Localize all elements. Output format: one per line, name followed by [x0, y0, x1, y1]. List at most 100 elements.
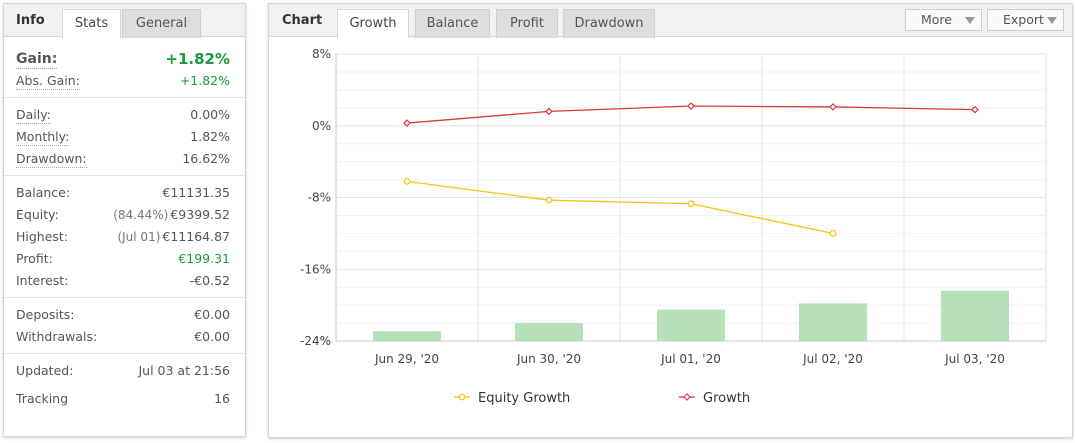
abs-gain-row: Abs. Gain: +1.82% — [16, 70, 230, 92]
equity-value: €9399.52 — [170, 207, 230, 222]
updated-label: Updated: — [16, 363, 74, 378]
tab-balance[interactable]: Balance — [415, 9, 490, 38]
meta-group: Updated: Jul 03 at 21:56 Tracking 16 — [4, 354, 245, 415]
x-tick-label: Jul 02, '20 — [802, 352, 863, 366]
tab-growth[interactable]: Growth — [337, 9, 409, 38]
legend-equity-growth: Equity Growth — [478, 391, 570, 406]
daily-value: 0.00% — [190, 107, 230, 122]
info-panel: Info Stats General Gain: +1.82% Abs. Gai… — [3, 3, 246, 437]
growth-point — [403, 119, 411, 127]
profit-label: Profit: — [16, 251, 53, 266]
gain-row: Gain: +1.82% — [16, 48, 230, 70]
legend-growth: Growth — [703, 391, 750, 406]
tracking-value: 16 — [214, 391, 230, 406]
interest-label: Interest: — [16, 273, 69, 288]
transfers-group: Deposits: €0.00 Withdrawals: €0.00 — [4, 298, 245, 354]
highest-value-wrap: (Jul 01) €11164.87 — [117, 226, 230, 248]
chevron-down-icon — [1047, 17, 1057, 24]
interest-value: -€0.52 — [189, 273, 230, 288]
y-tick-label: -16% — [300, 262, 331, 276]
growth-point — [687, 102, 695, 110]
balance-value: €11131.35 — [162, 185, 230, 200]
highest-date: (Jul 01) — [117, 230, 161, 244]
growth-point — [829, 103, 837, 111]
equity-percent: (84.44%) — [113, 208, 169, 222]
chevron-down-icon — [965, 17, 975, 24]
tab-general[interactable]: General — [122, 9, 201, 38]
gain-group: Gain: +1.82% Abs. Gain: +1.82% — [4, 38, 245, 98]
drawdown-row: Drawdown: 16.62% — [16, 148, 230, 170]
deposits-row: Deposits: €0.00 — [16, 304, 230, 326]
monthly-row: Monthly: 1.82% — [16, 126, 230, 148]
bar — [373, 331, 441, 341]
account-group: Balance: €11131.35 Equity: (84.44%) €9399… — [4, 176, 245, 298]
x-tick-label: Jun 30, '20 — [516, 352, 581, 366]
more-button[interactable]: More — [905, 9, 982, 31]
updated-row: Updated: Jul 03 at 21:56 — [16, 360, 230, 388]
withdrawals-label: Withdrawals: — [16, 329, 98, 344]
equity-row: Equity: (84.44%) €9399.52 — [16, 204, 230, 226]
growth-point — [971, 105, 979, 114]
legend-marker — [458, 393, 466, 401]
highest-row: Highest: (Jul 01) €11164.87 — [16, 226, 230, 248]
drawdown-value: 16.62% — [182, 151, 230, 166]
profit-value: €199.31 — [178, 251, 230, 266]
deposits-value: €0.00 — [194, 307, 230, 322]
chart-panel: Chart Growth Balance Profit Drawdown Mor… — [268, 3, 1073, 438]
rates-group: Daily: 0.00% Monthly: 1.82% Drawdown: 16… — [4, 98, 245, 176]
chart-tabbar: Chart Growth Balance Profit Drawdown Mor… — [269, 4, 1072, 38]
y-tick-label: 8% — [312, 47, 331, 61]
withdrawals-row: Withdrawals: €0.00 — [16, 326, 230, 348]
updated-value: Jul 03 at 21:56 — [138, 363, 231, 378]
equity-growth-point — [829, 229, 837, 237]
gain-value: +1.82% — [165, 50, 230, 68]
x-tick-label: Jul 01, '20 — [660, 352, 721, 366]
abs-gain-value: +1.82% — [179, 73, 230, 88]
daily-row: Daily: 0.00% — [16, 104, 230, 126]
profit-row: Profit: €199.31 — [16, 248, 230, 270]
y-tick-label: 0% — [312, 119, 331, 133]
y-tick-label: -8% — [308, 191, 331, 205]
tab-stats[interactable]: Stats — [62, 9, 121, 38]
drawdown-label[interactable]: Drawdown: — [16, 151, 87, 168]
abs-gain-label[interactable]: Abs. Gain: — [16, 73, 80, 90]
balance-label: Balance: — [16, 185, 71, 200]
export-label: Export — [1003, 12, 1044, 27]
growth-chart[interactable]: 8% 0% -8% -16% -24% Jun 29, '20 Jun 30, '20 Jul… — [269, 38, 1072, 437]
stats-list: Gain: +1.82% Abs. Gain: +1.82% Daily: 0.… — [4, 38, 245, 415]
y-tick-label: -24% — [300, 334, 331, 348]
equity-growth-point — [687, 200, 695, 208]
equity-growth-point — [545, 196, 553, 204]
gain-label[interactable]: Gain: — [16, 51, 58, 69]
tracking-label: Tracking — [16, 391, 69, 406]
monthly-value: 1.82% — [190, 129, 230, 144]
equity-growth-point — [403, 177, 411, 185]
deposits-label: Deposits: — [16, 307, 75, 322]
balance-row: Balance: €11131.35 — [16, 182, 230, 204]
tab-profit[interactable]: Profit — [496, 9, 558, 38]
x-tick-label: Jul 03, '20 — [944, 352, 1005, 366]
daily-label[interactable]: Daily: — [16, 107, 51, 124]
bar — [657, 309, 725, 341]
legend-marker — [683, 393, 691, 401]
highest-label: Highest: — [16, 229, 69, 244]
equity-growth-line — [406, 180, 834, 235]
interest-row: Interest: -€0.52 — [16, 270, 230, 292]
bar — [941, 290, 1009, 341]
x-tick-label: Jun 29, '20 — [374, 352, 439, 366]
growth-point — [545, 107, 553, 116]
export-button[interactable]: Export — [987, 9, 1064, 31]
info-title: Info — [16, 13, 45, 28]
more-label: More — [921, 12, 952, 27]
monthly-label[interactable]: Monthly: — [16, 129, 70, 146]
equity-label: Equity: — [16, 207, 59, 222]
withdrawals-value: €0.00 — [194, 329, 230, 344]
highest-value: €11164.87 — [162, 229, 230, 244]
bar — [799, 303, 867, 341]
bar — [515, 323, 583, 341]
chart-title: Chart — [282, 13, 323, 28]
tracking-row: Tracking 16 — [16, 388, 230, 410]
equity-value-wrap: (84.44%) €9399.52 — [113, 204, 230, 226]
tab-drawdown[interactable]: Drawdown — [563, 9, 655, 38]
info-tabbar: Info Stats General — [4, 4, 245, 38]
